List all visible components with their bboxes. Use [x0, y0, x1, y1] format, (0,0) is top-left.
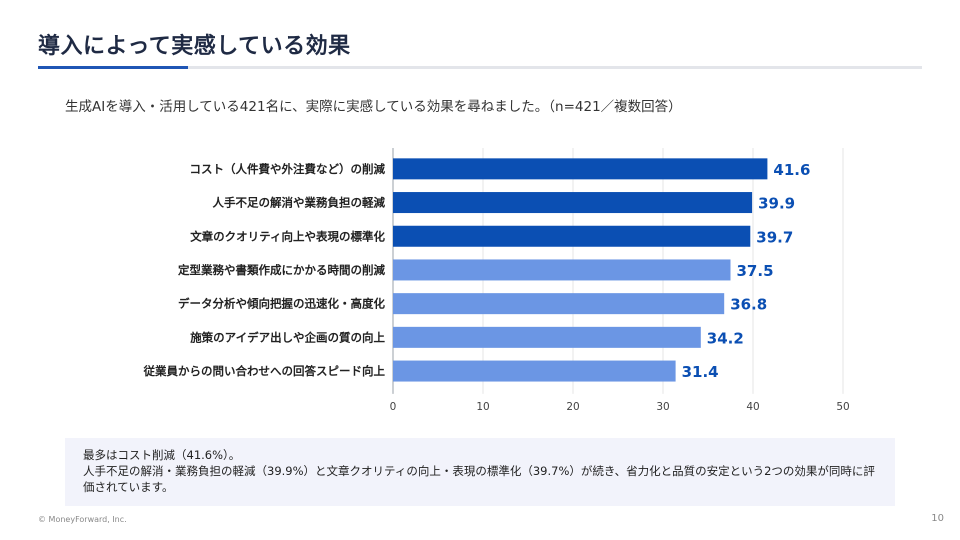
title-divider	[38, 66, 922, 69]
subtitle: 生成AIを導入・活用している421名に、実際に実感している効果を尋ねました。（n…	[65, 99, 682, 115]
data-label: 34.2	[707, 329, 744, 347]
category-label: 人手不足の解消や業務負担の軽減	[213, 196, 386, 210]
data-label: 36.8	[730, 296, 767, 314]
bar	[393, 326, 701, 348]
data-label: 41.6	[773, 161, 810, 179]
bar	[393, 192, 753, 214]
x-tick-label: 40	[746, 401, 759, 413]
category-label: 定型業務や書類作成にかかる時間の削減	[178, 263, 385, 277]
page-title: 導入によって実感している効果	[38, 34, 351, 59]
summary-note-line-1: 最多はコスト削減（41.6%）。	[83, 448, 241, 462]
data-label: 31.4	[682, 363, 719, 381]
category-label: データ分析や傾向把握の迅速化・高度化	[178, 297, 385, 311]
bar	[393, 259, 731, 281]
data-label: 39.9	[758, 195, 795, 213]
x-tick-label: 0	[390, 401, 397, 413]
title-divider-accent	[38, 66, 188, 69]
bar-chart: コスト（人件費や外注費など）の削減 41.6 人手不足の解消や業務負担の軽減 39.9…	[143, 148, 850, 413]
data-label: 39.7	[756, 228, 793, 246]
x-tick-label: 20	[566, 401, 579, 413]
category-label: コスト（人件費や外注費など）の削減	[190, 162, 386, 176]
summary-note-line-2: 人手不足の解消・業務負担の軽減（39.9%）と文章クオリティの向上・表現の標準化…	[83, 464, 875, 494]
bar	[393, 158, 768, 180]
x-tick-label: 50	[836, 401, 849, 413]
bar	[393, 225, 751, 247]
bar	[393, 360, 676, 382]
category-label: 施策のアイデア出しや企画の質の向上	[190, 330, 385, 344]
x-tick-label: 10	[476, 401, 489, 413]
data-label: 37.5	[737, 262, 774, 280]
page-number: 10	[931, 513, 944, 524]
x-tick-label: 30	[656, 401, 669, 413]
category-label: 従業員からの問い合わせへの回答スピード向上	[143, 364, 386, 378]
category-label: 文章のクオリティ向上や表現の標準化	[190, 229, 385, 243]
copyright: © MoneyForward, Inc.	[38, 515, 127, 524]
summary-note: 最多はコスト削減（41.6%）。 人手不足の解消・業務負担の軽減（39.9%）と…	[65, 438, 895, 506]
bar	[393, 293, 725, 315]
